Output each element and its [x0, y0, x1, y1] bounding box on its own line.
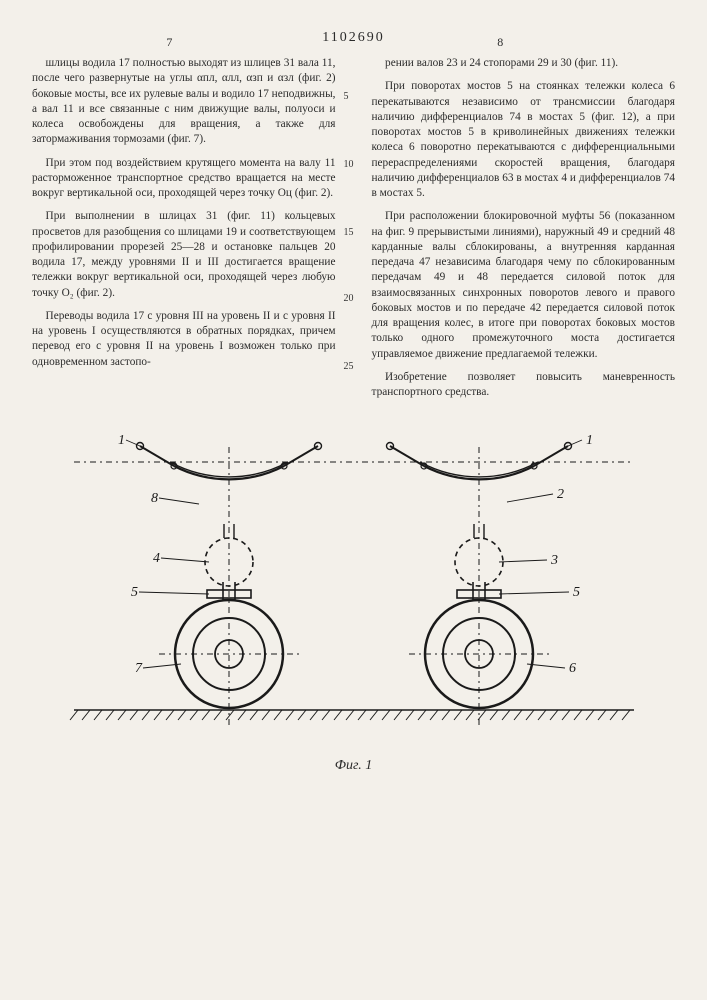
svg-text:5: 5: [131, 585, 138, 600]
figure-svg: 1 8 4 5 7 1 2 3 5 6: [64, 432, 644, 752]
page-number-right: 8: [497, 34, 503, 50]
paragraph: При поворотах мостов 5 на стоянках тележ…: [372, 79, 676, 201]
column-right: 8 510152025 рении валов 23 и 24 стопорам…: [358, 56, 676, 408]
paragraph: При выполнении в шлицах 31 (фиг. 11) кол…: [32, 209, 336, 301]
svg-text:2: 2: [557, 487, 564, 502]
svg-text:3: 3: [550, 553, 558, 568]
svg-text:1: 1: [118, 433, 125, 448]
line-marker: 10: [344, 158, 354, 172]
svg-text:1: 1: [586, 433, 593, 448]
left-paragraphs: шлицы водила 17 полностью выходят из шли…: [32, 56, 336, 370]
paragraph: Переводы водила 17 с уровня III на урове…: [32, 309, 336, 370]
paragraph: При этом под воздействием крутящего моме…: [32, 156, 336, 202]
paragraph: При расположении блокировочной муфты 56 …: [372, 209, 676, 362]
svg-text:7: 7: [135, 661, 143, 676]
line-number-markers: 5 10 15 20 25: [344, 56, 358, 408]
text-columns: 7 шлицы водила 17 полностью выходят из ш…: [32, 56, 675, 408]
figure-caption: Фиг. 1: [64, 758, 644, 774]
line-marker: 5: [344, 90, 349, 104]
column-left: 7 шлицы водила 17 полностью выходят из ш…: [32, 56, 338, 408]
paragraph: шлицы водила 17 полностью выходят из шли…: [32, 56, 336, 148]
line-marker: 20: [344, 292, 354, 306]
svg-text:5: 5: [573, 585, 580, 600]
paragraph: Изобретение позволяет повысить маневренн…: [372, 370, 676, 401]
figure-container: 1 8 4 5 7 1 2 3 5 6 Фиг. 1: [64, 432, 644, 774]
right-paragraphs: рении валов 23 и 24 стопорами 29 и 30 (ф…: [372, 56, 676, 400]
line-marker: 25: [344, 360, 354, 374]
paragraph: рении валов 23 и 24 стопорами 29 и 30 (ф…: [372, 56, 676, 71]
figure-area: 1 8 4 5 7 1 2 3 5 6 Фиг. 1: [32, 432, 675, 774]
svg-text:4: 4: [153, 551, 160, 566]
line-marker: 15: [344, 226, 354, 240]
svg-text:6: 6: [569, 661, 576, 676]
page: 1102690 7 шлицы водила 17 полностью выхо…: [0, 0, 707, 1000]
doc-number: 1102690: [32, 30, 675, 46]
svg-text:8: 8: [151, 491, 158, 506]
page-number-left: 7: [166, 34, 172, 50]
